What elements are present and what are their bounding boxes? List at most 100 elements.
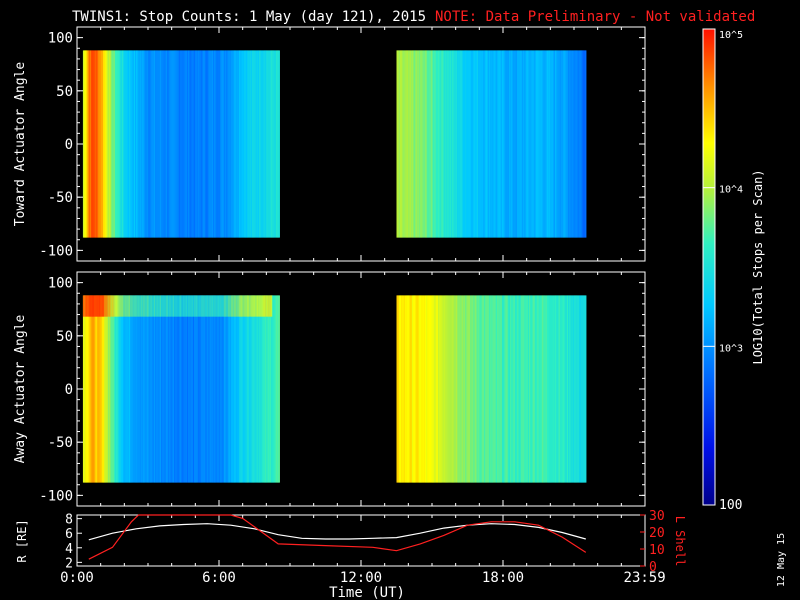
- heatmap-cell: [420, 295, 422, 483]
- heatmap-cell: [469, 50, 472, 238]
- heatmap-cell: [396, 295, 399, 483]
- heatmap-cell: [278, 295, 280, 483]
- heatmap-cell: [269, 50, 272, 238]
- heatmap-cell: [271, 295, 273, 483]
- heatmap-cell: [134, 295, 137, 483]
- heatmap-cell: [275, 50, 278, 238]
- heatmap-cell: [499, 50, 502, 238]
- heatmap-cell: [126, 295, 129, 317]
- heatmap-cell: [112, 295, 115, 317]
- heatmap-cell: [90, 50, 92, 238]
- heatmap-cell: [268, 295, 271, 317]
- heatmap-cell: [118, 295, 121, 483]
- heatmap-cell: [234, 295, 237, 317]
- heatmap-cell: [187, 295, 189, 483]
- heatmap-cell: [513, 50, 516, 238]
- heatmap-cell: [101, 295, 104, 483]
- heatmap-cell: [207, 50, 209, 238]
- heatmap-cell: [519, 50, 522, 238]
- heatmap-cell: [473, 295, 476, 483]
- x-tick-label: 18:00: [482, 570, 524, 586]
- heatmap-cell: [237, 50, 240, 238]
- heatmap-cell: [196, 295, 199, 483]
- heatmap-cell: [85, 295, 88, 483]
- heatmap-cell: [520, 50, 523, 238]
- heatmap-cell: [563, 295, 566, 483]
- heatmap-cell: [563, 50, 566, 238]
- heatmap-cell: [445, 50, 447, 238]
- heatmap-cell: [568, 295, 570, 483]
- heatmap-cell: [88, 295, 91, 483]
- heatmap-cell: [505, 50, 508, 238]
- heatmap-cell: [230, 50, 233, 238]
- heatmap-cell: [247, 295, 250, 483]
- heatmap-cell: [401, 295, 404, 483]
- heatmap-cell: [504, 295, 506, 483]
- heatmap-cell: [159, 295, 162, 317]
- heatmap-cell: [531, 295, 534, 483]
- heatmap-cell: [543, 295, 546, 483]
- heatmap-cell: [144, 295, 147, 483]
- heatmap-cell: [169, 295, 172, 483]
- heatmap-cell: [510, 295, 512, 483]
- heatmap-cell: [578, 50, 581, 238]
- heatmap-cell: [93, 295, 96, 317]
- heatmap-cell: [121, 295, 124, 317]
- heatmap-cell: [132, 295, 135, 317]
- heatmap-cell: [84, 295, 86, 483]
- heatmap-cell: [524, 50, 527, 238]
- heatmap-cell: [164, 50, 167, 238]
- heatmap-cell: [397, 295, 400, 483]
- heatmap-cell: [263, 295, 266, 317]
- heatmap-cell: [111, 50, 114, 238]
- heatmap-cell: [119, 295, 122, 317]
- heatmap-cell: [458, 295, 460, 483]
- heatmap-cell: [529, 295, 531, 483]
- heatmap-cell: [98, 50, 101, 238]
- heatmap-cell: [233, 50, 235, 238]
- heatmap-cell: [262, 295, 265, 483]
- heatmap-cell: [176, 295, 179, 317]
- heatmap-cell: [88, 50, 91, 238]
- heatmap-cell: [163, 50, 166, 238]
- heatmap-cell: [93, 50, 96, 238]
- heatmap-cell: [436, 295, 439, 483]
- heatmap-cell: [171, 295, 174, 483]
- heatmap-cell: [99, 295, 102, 483]
- heatmap-cell: [413, 50, 415, 238]
- heatmap-cell: [487, 295, 490, 483]
- heatmap-cell: [530, 295, 532, 483]
- heatmap-cell: [553, 295, 556, 483]
- y-tick-label-right: 10: [649, 543, 665, 558]
- heatmap-cell: [123, 295, 125, 483]
- heatmap-cell: [485, 50, 488, 238]
- heatmap-cell: [194, 295, 196, 483]
- y-tick-label: 100: [48, 276, 73, 292]
- heatmap-cell: [422, 295, 425, 483]
- heatmap-cell: [463, 50, 466, 238]
- heatmap-cell: [105, 295, 108, 317]
- heatmap-cell: [107, 295, 110, 317]
- heatmap-cell: [557, 50, 560, 238]
- heatmap-cell: [461, 295, 464, 483]
- heatmap-cell: [481, 50, 484, 238]
- heatmap-cell: [114, 295, 117, 483]
- heatmap-cell: [405, 50, 408, 238]
- heatmap-cell: [101, 295, 104, 317]
- heatmap-cell: [157, 50, 160, 238]
- heatmap-cell: [533, 295, 536, 483]
- heatmap-cell: [447, 50, 450, 238]
- heatmap-cell: [441, 295, 444, 483]
- heatmap-cell: [190, 295, 193, 317]
- heatmap-cell: [163, 295, 166, 483]
- heatmap-cell: [228, 295, 231, 317]
- heatmap-cell: [142, 295, 144, 483]
- heatmap-cell: [252, 295, 254, 483]
- heatmap-cell: [192, 50, 195, 238]
- heatmap-cell: [121, 50, 124, 238]
- heatmap-cell: [568, 50, 570, 238]
- heatmap-cell: [190, 295, 193, 483]
- heatmap-cell: [424, 295, 427, 483]
- heatmap-cell: [91, 50, 93, 238]
- heatmap-cell: [534, 50, 537, 238]
